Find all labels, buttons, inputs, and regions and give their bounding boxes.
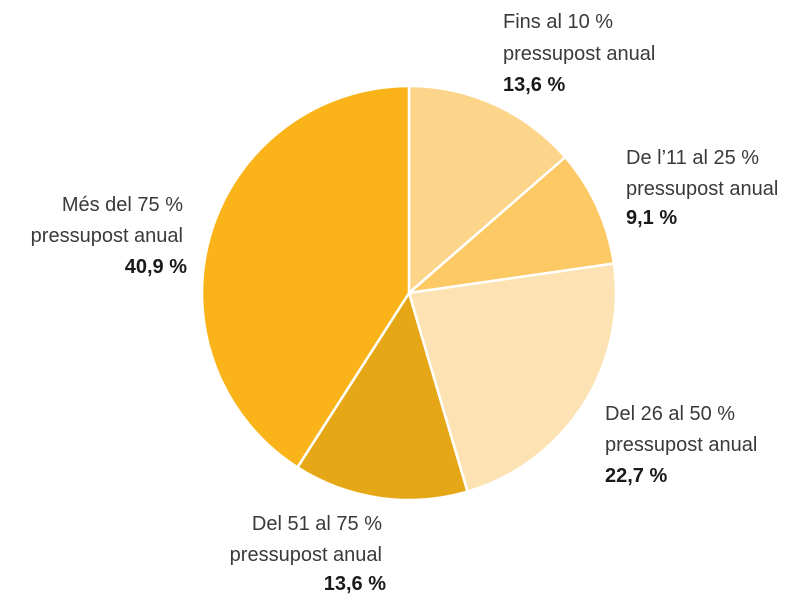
slice-5-label-line1: Més del 75 %	[62, 194, 183, 216]
slice-5-label-line2: pressupost anual	[31, 225, 183, 247]
pie-slice-1	[407, 84, 568, 296]
slice-2-value-label: 9,1 %	[626, 207, 677, 229]
slice-2-label-line1: De l’11 al 25 %	[626, 147, 759, 169]
slice-3-label-line1: Del 26 al 50 %	[605, 403, 735, 425]
slice-1-label-line2: pressupost anual	[503, 43, 655, 65]
slice-4-label-line2: pressupost anual	[230, 544, 382, 566]
slice-3-label-line2: pressupost anual	[605, 434, 757, 456]
slice-label-1: Fins al 10 % pressupost anual 13,6 %	[503, 11, 659, 96]
slice-label-3: Del 26 al 50 % pressupost anual 22,7 %	[605, 403, 761, 487]
pie-slice-2	[404, 155, 616, 295]
slice-1-value-label: 13,6 %	[503, 74, 565, 96]
slice-label-4: Del 51 al 75 % pressupost anual 13,6 %	[230, 513, 387, 595]
slice-2-label-line2: pressupost anual	[626, 178, 778, 200]
slice-4-value-label: 13,6 %	[324, 573, 386, 595]
slice-label-2: De l’11 al 25 % pressupost anual 9,1 %	[626, 147, 782, 229]
slice-label-5: Més del 75 % pressupost anual 40,9 %	[31, 194, 188, 278]
slice-3-value-label: 22,7 %	[605, 465, 667, 487]
slice-5-value-label: 40,9 %	[125, 256, 187, 278]
pie-slice-5	[200, 84, 411, 470]
slice-1-label-line1: Fins al 10 %	[503, 11, 613, 33]
pie-slices	[200, 84, 618, 502]
pie-slice-4	[295, 290, 469, 502]
slice-4-label-line1: Del 51 al 75 %	[252, 513, 382, 535]
pie-slice-3	[407, 262, 618, 494]
